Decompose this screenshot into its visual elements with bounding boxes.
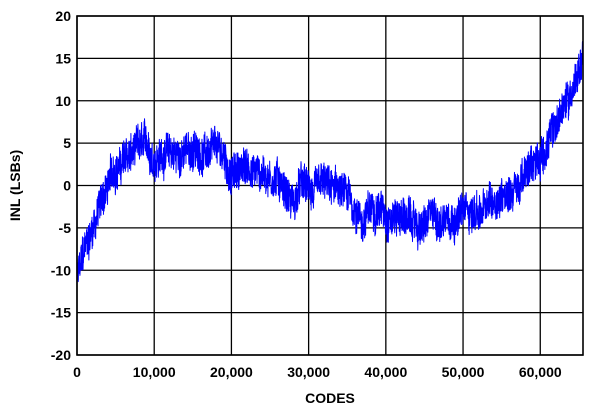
y-tick-label: -20 xyxy=(51,347,71,363)
y-tick-label: 0 xyxy=(63,178,71,194)
x-tick-label: 60,000 xyxy=(519,364,562,380)
grid xyxy=(76,15,583,356)
x-tick-label: 40,000 xyxy=(364,364,407,380)
y-tick-label: 15 xyxy=(55,50,71,66)
inl-series-line xyxy=(76,40,584,285)
x-tick-label: 0 xyxy=(73,364,81,380)
x-tick-label: 50,000 xyxy=(442,364,485,380)
y-tick-label: -5 xyxy=(59,220,72,236)
y-tick-labels: -20 -15 -10 -5 0 5 10 15 20 xyxy=(51,8,71,363)
y-tick-label: 20 xyxy=(55,8,71,24)
y-tick-label: 5 xyxy=(63,135,71,151)
x-axis-label: CODES xyxy=(305,390,355,406)
x-tick-label: 20,000 xyxy=(210,364,253,380)
x-tick-labels: 0 10,000 20,000 30,000 40,000 50,000 60,000 xyxy=(73,364,562,380)
x-tick-label: 10,000 xyxy=(133,364,176,380)
plot-frame xyxy=(76,15,584,356)
y-tick-label: -10 xyxy=(51,262,71,278)
x-tick-label: 30,000 xyxy=(287,364,330,380)
y-tick-label: -15 xyxy=(51,305,71,321)
series-layer xyxy=(76,40,584,285)
y-axis-label: INL (LSBs) xyxy=(7,150,23,221)
y-tick-label: 10 xyxy=(55,93,71,109)
